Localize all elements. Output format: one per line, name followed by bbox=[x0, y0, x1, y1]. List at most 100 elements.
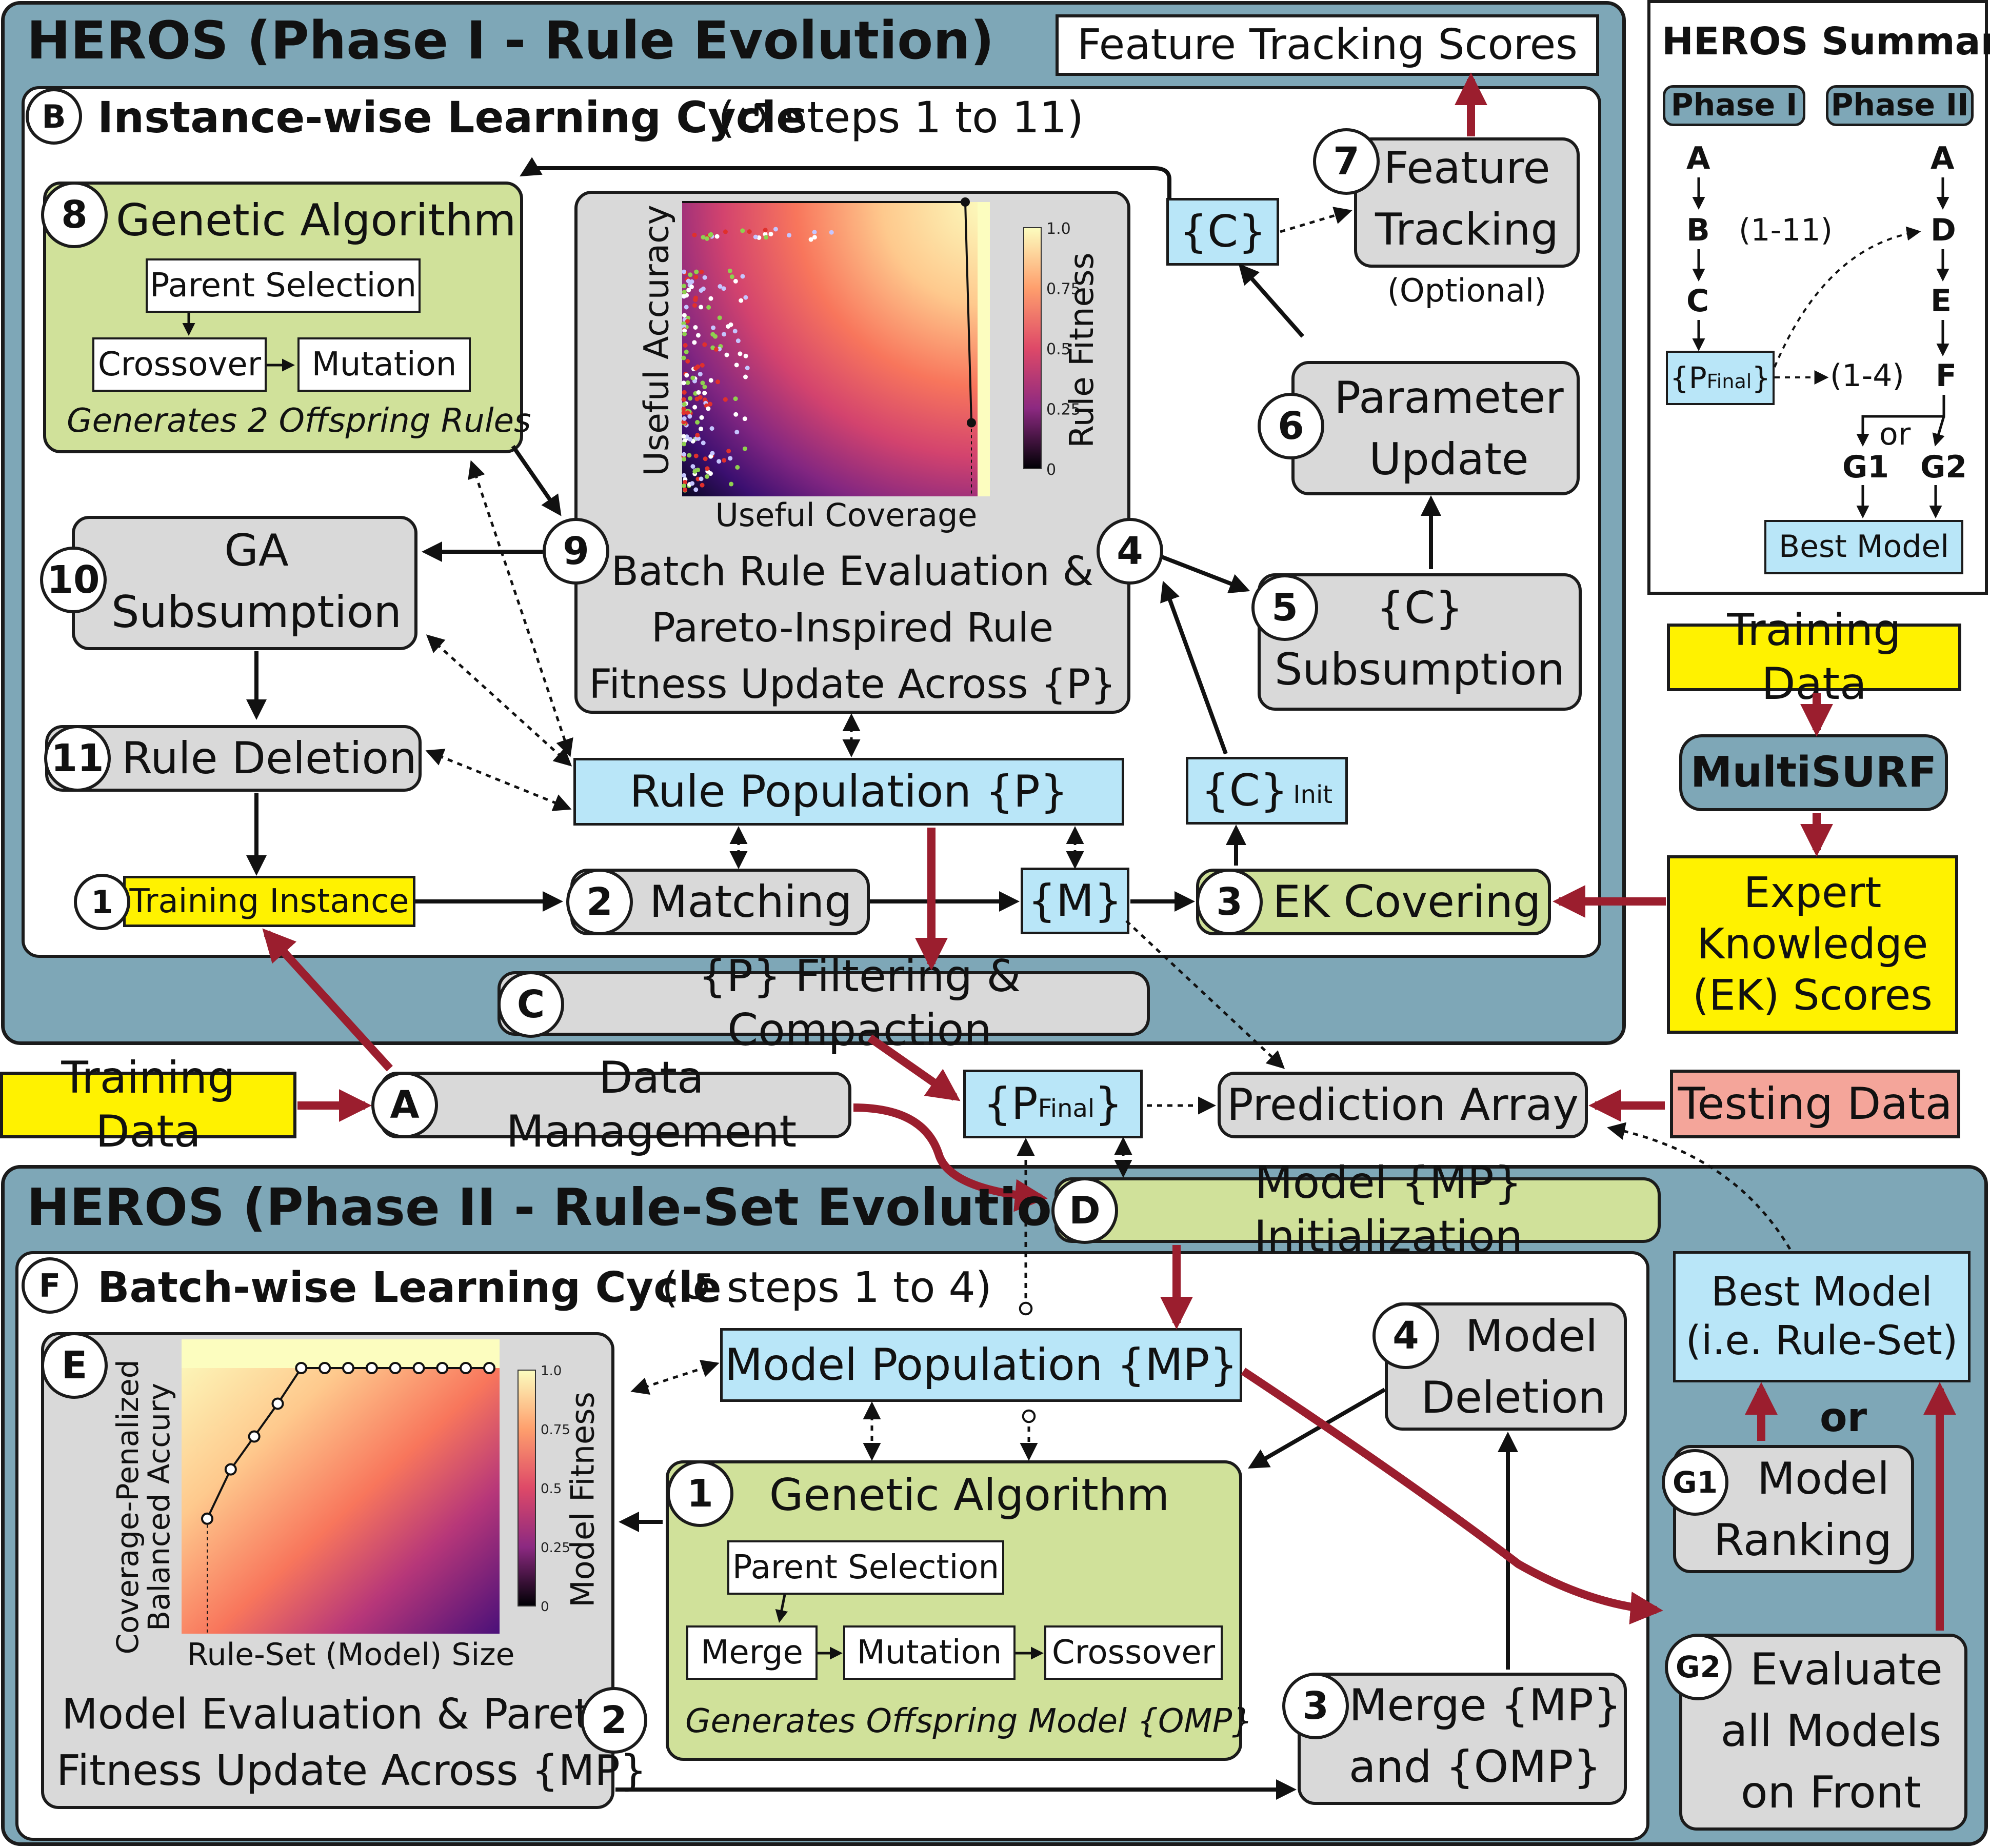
rule-point bbox=[721, 286, 726, 291]
rule-point bbox=[702, 342, 707, 347]
rule-point bbox=[740, 274, 745, 279]
rule-point bbox=[681, 407, 686, 412]
rule-point bbox=[693, 366, 698, 371]
merge-line1: Merge {MP} bbox=[1349, 1680, 1622, 1731]
model-point bbox=[201, 1512, 213, 1525]
rule-point bbox=[763, 235, 768, 240]
rule-point bbox=[684, 373, 689, 378]
phase1-ga-title: Genetic Algorithm bbox=[116, 195, 516, 246]
rule-point bbox=[695, 420, 700, 425]
rule-point bbox=[694, 269, 699, 274]
summary-or: or bbox=[1879, 416, 1911, 452]
merge-mp-omp bbox=[1298, 1673, 1627, 1805]
best-model-line2: (i.e. Rule-Set) bbox=[1685, 1318, 1958, 1364]
model-point bbox=[460, 1362, 472, 1375]
rule-point bbox=[743, 374, 748, 379]
rule-point bbox=[735, 465, 740, 470]
param-line2: Update bbox=[1369, 434, 1529, 485]
rule-point bbox=[688, 396, 693, 401]
summary-d2: D bbox=[1931, 212, 1956, 248]
rule-point bbox=[747, 229, 752, 234]
rule-point bbox=[708, 296, 713, 301]
rule-point bbox=[685, 410, 690, 415]
rule-point bbox=[692, 340, 697, 345]
step-4-badge: 4 bbox=[1097, 518, 1163, 585]
model-point bbox=[342, 1362, 354, 1375]
rule-point bbox=[713, 347, 719, 352]
model-eval-line1: Model Evaluation & Pareto bbox=[62, 1690, 616, 1739]
phase2-cycle-title: Batch-wise Learning Cycle bbox=[97, 1263, 722, 1312]
rule-point bbox=[812, 235, 817, 240]
rule-point bbox=[683, 343, 688, 348]
rule-point bbox=[728, 322, 733, 327]
step-d-badge: D bbox=[1051, 1177, 1118, 1244]
rule-point bbox=[682, 416, 687, 421]
rule-point bbox=[742, 416, 747, 421]
rule-point bbox=[701, 286, 706, 291]
rule-point bbox=[728, 456, 733, 461]
rule-point bbox=[690, 481, 695, 486]
rule-point bbox=[729, 274, 734, 279]
rule-point bbox=[685, 359, 690, 364]
rule-point bbox=[702, 391, 707, 396]
rule-point bbox=[692, 303, 698, 308]
rule-point bbox=[724, 352, 729, 357]
rule-point bbox=[695, 333, 701, 338]
step-g2-badge: G2 bbox=[1665, 1634, 1732, 1700]
step-3-badge: 3 bbox=[1196, 869, 1263, 935]
rule-point bbox=[685, 380, 690, 385]
rule-point bbox=[702, 385, 707, 390]
rule-point bbox=[681, 397, 686, 402]
rule-point bbox=[717, 459, 722, 464]
model-deletion-line1: Model bbox=[1465, 1311, 1598, 1362]
rule-point bbox=[708, 232, 713, 237]
model-point bbox=[365, 1362, 378, 1375]
rule-population: Rule Population {P} bbox=[573, 758, 1124, 826]
model-point bbox=[248, 1430, 261, 1443]
phase2-step-4-badge: 4 bbox=[1372, 1302, 1439, 1369]
ek-scores-line2: Knowledge bbox=[1697, 919, 1928, 969]
rule-point bbox=[768, 231, 773, 236]
chart1-xlabel: Useful Coverage bbox=[715, 496, 978, 534]
phase1-title: HEROS (Phase I - Rule Evolution) bbox=[27, 10, 994, 71]
rule-point bbox=[685, 318, 690, 324]
rule-point bbox=[705, 236, 710, 241]
phase2-title: HEROS (Phase II - Rule-Set Evolution) bbox=[27, 1177, 1112, 1237]
rule-point bbox=[709, 426, 714, 431]
rule-point bbox=[681, 434, 686, 439]
chart1-colorbar-label: Rule Fitness bbox=[1063, 252, 1101, 448]
rule-point bbox=[735, 338, 741, 344]
feature-tracking-scores: Feature Tracking Scores bbox=[1056, 14, 1599, 76]
rule-point bbox=[682, 284, 687, 289]
rule-point bbox=[693, 325, 698, 330]
summary-b-steps: (1-11) bbox=[1739, 212, 1833, 248]
feature-tracking-line2: Tracking bbox=[1375, 204, 1559, 255]
step-5-badge: 5 bbox=[1251, 574, 1318, 641]
phase2-merge: Merge bbox=[686, 1625, 818, 1680]
rule-point bbox=[710, 332, 715, 337]
rule-point bbox=[682, 390, 687, 395]
rule-point bbox=[714, 234, 720, 239]
rule-point bbox=[808, 237, 813, 242]
step-10-badge: 10 bbox=[40, 547, 107, 613]
evaluate-line3: on Front bbox=[1741, 1767, 1921, 1818]
step-2-badge: 2 bbox=[566, 869, 633, 935]
colorbar-tick: 0.25 bbox=[541, 1540, 570, 1556]
feature-tracking bbox=[1354, 137, 1580, 268]
rule-point bbox=[699, 415, 704, 420]
rule-point bbox=[686, 288, 691, 293]
rule-deletion: Rule Deletion bbox=[45, 725, 422, 792]
rule-point bbox=[682, 483, 687, 488]
rule-point bbox=[688, 272, 693, 277]
best-model-line1: Best Model bbox=[1711, 1269, 1933, 1315]
prediction-array: Prediction Array bbox=[1218, 1072, 1588, 1138]
rule-point bbox=[773, 227, 778, 232]
expert-knowledge-scores: Expert Knowledge (EK) Scores bbox=[1667, 855, 1958, 1034]
ga-subsumption-line1: GA bbox=[224, 525, 289, 576]
rule-point bbox=[700, 380, 705, 386]
step-9-badge: 9 bbox=[543, 518, 609, 585]
rule-point bbox=[696, 390, 701, 395]
rule-point bbox=[693, 453, 699, 458]
pareto-point bbox=[967, 418, 976, 428]
